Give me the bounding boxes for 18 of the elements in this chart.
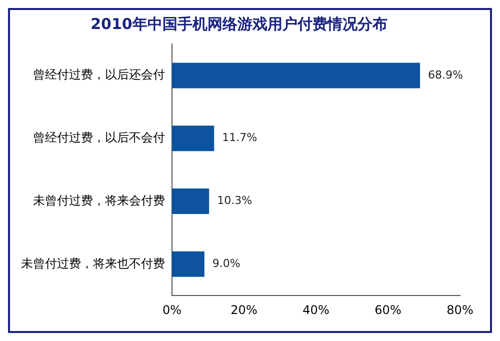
bar	[172, 251, 204, 277]
x-tick-label: 80%	[446, 302, 474, 317]
x-tick-label: 60%	[374, 302, 402, 317]
x-tick-label: 40%	[302, 302, 330, 317]
data-label: 11.7%	[222, 131, 258, 144]
data-label: 68.9%	[428, 68, 463, 82]
x-tick-label: 0%	[162, 302, 182, 317]
bar	[172, 126, 214, 152]
bar	[172, 62, 420, 88]
y-tick-label: 曾经付过费，以后不会付	[33, 130, 165, 144]
x-tick-label: 20%	[230, 302, 258, 317]
chart-title: 2010年中国手机网络游戏用户付费情况分布	[90, 14, 388, 33]
data-label: 9.0%	[212, 257, 240, 270]
data-label: 10.3%	[217, 194, 252, 208]
y-tick-label: 未曾付过费，将来会付费	[33, 193, 165, 208]
y-tick-label: 未曾付过费，将来也不付费	[21, 256, 165, 270]
y-tick-label: 曾经付过费，以后还会付	[33, 68, 165, 82]
bar	[172, 188, 210, 214]
